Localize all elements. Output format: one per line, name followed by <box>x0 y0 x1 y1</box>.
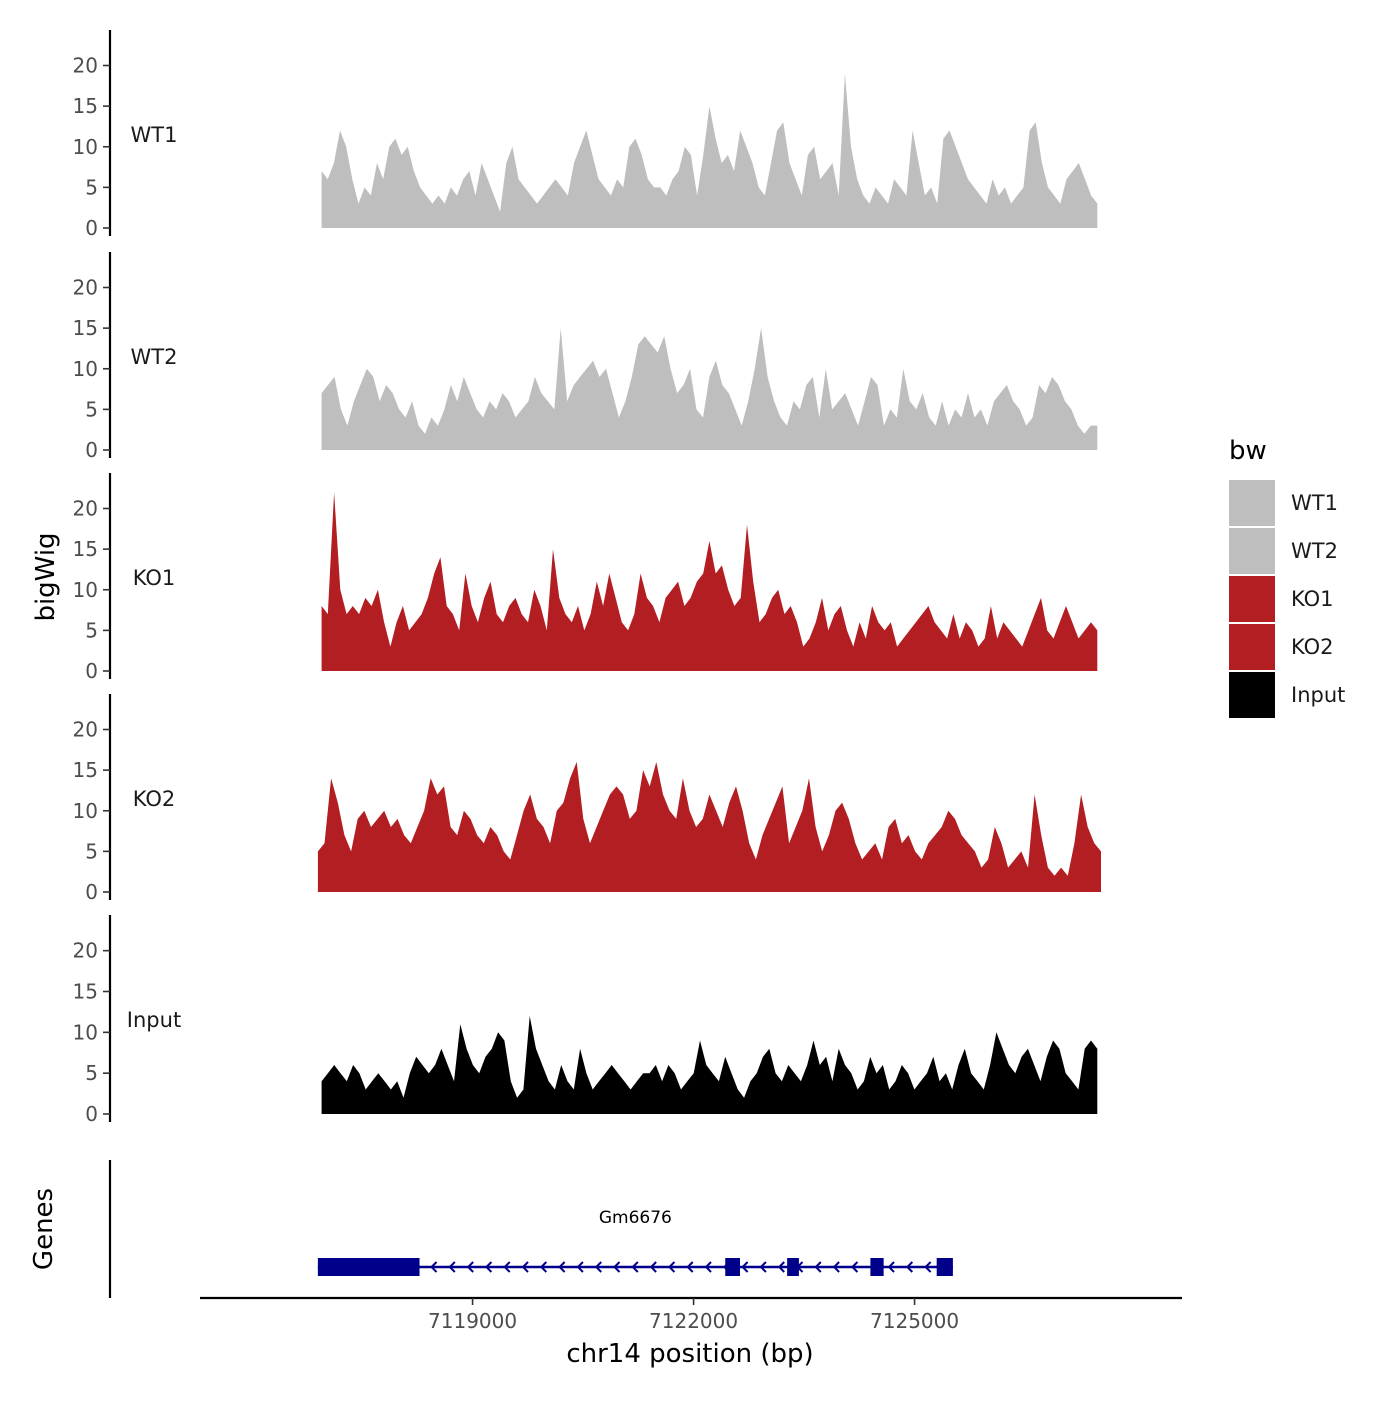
exon <box>725 1258 740 1276</box>
y-tick-label: 15 <box>73 94 98 118</box>
strand-arrow <box>814 1261 822 1273</box>
y-tick-label: 0 <box>85 216 98 240</box>
tracks-layer: 0 5 10 15 20 WT1 0 5 10 15 20 WT2 0 5 10 15 20 KO1 0 5 10 15 2… <box>73 30 1101 1126</box>
track-label-ko1: KO1 <box>133 566 176 590</box>
strand-arrow <box>430 1261 438 1273</box>
y-tick-label: 20 <box>73 276 98 300</box>
track-wt2: 0 5 10 15 20 WT2 <box>73 252 1098 462</box>
y-tick-label: 20 <box>73 54 98 78</box>
strand-arrow <box>558 1261 566 1273</box>
legend-label: KO2 <box>1291 635 1334 659</box>
y-tick-label: 5 <box>85 618 98 642</box>
y-tick-label: 5 <box>85 1061 98 1085</box>
exon <box>317 1258 420 1276</box>
strand-arrow <box>777 1261 785 1273</box>
strand-arrow <box>631 1261 639 1273</box>
track-ko2: 0 5 10 15 20 KO2 <box>73 694 1101 904</box>
track-input: 0 5 10 15 20 Input <box>73 915 1098 1126</box>
strand-arrow <box>521 1261 529 1273</box>
y-tick-label: 10 <box>73 578 98 602</box>
y-axis-title: bigWig <box>31 532 61 621</box>
gene-track: Genes Gm6676 <box>29 1160 953 1298</box>
y-tick-label: 10 <box>73 1020 98 1044</box>
exon <box>787 1258 799 1276</box>
area-ko1 <box>321 492 1098 671</box>
y-tick-label: 0 <box>85 659 98 683</box>
exon <box>870 1258 884 1276</box>
track-label-wt1: WT1 <box>131 123 178 147</box>
legend-swatch <box>1229 480 1275 526</box>
strand-arrow <box>668 1261 676 1273</box>
y-tick-label: 10 <box>73 135 98 159</box>
y-tick-label: 5 <box>85 397 98 421</box>
y-tick-label: 5 <box>85 839 98 863</box>
x-tick-label: 7119000 <box>428 1309 517 1333</box>
y-tick-label: 15 <box>73 537 98 561</box>
legend-label: WT2 <box>1291 539 1338 563</box>
strand-arrow <box>851 1261 859 1273</box>
strand-arrow <box>686 1261 694 1273</box>
strand-arrow <box>905 1261 914 1273</box>
y-tick-label: 10 <box>73 357 98 381</box>
y-tick-label: 5 <box>85 175 98 199</box>
strand-arrow <box>759 1261 767 1273</box>
y-tick-label: 0 <box>85 1102 98 1126</box>
area-wt2 <box>321 328 1098 450</box>
y-tick-label: 10 <box>73 799 98 823</box>
legend-swatch <box>1229 672 1275 718</box>
gene-name-label: Gm6676 <box>599 1208 672 1228</box>
x-axis: 7119000 7122000 7125000 <box>200 1296 1182 1333</box>
area-input <box>321 1016 1098 1114</box>
strand-arrow <box>649 1261 657 1273</box>
strand-arrow <box>576 1261 584 1273</box>
area-ko2 <box>317 762 1101 892</box>
legend: bw WT1 WT2 KO1 KO2 Input <box>1229 436 1345 718</box>
legend-label: KO1 <box>1291 587 1334 611</box>
track-label-wt2: WT2 <box>131 345 178 369</box>
x-tick-label: 7122000 <box>649 1309 738 1333</box>
legend-title: bw <box>1229 436 1267 466</box>
strand-arrow <box>613 1261 621 1273</box>
y-tick-label: 20 <box>73 497 98 521</box>
y-tick-label: 15 <box>73 316 98 340</box>
strand-arrow <box>741 1261 749 1273</box>
area-wt1 <box>321 73 1098 228</box>
strand-arrow <box>594 1261 602 1273</box>
track-label-ko2: KO2 <box>133 787 176 811</box>
x-axis-title: chr14 position (bp) <box>566 1339 813 1369</box>
strand-arrow <box>503 1261 511 1273</box>
exon <box>936 1258 953 1276</box>
strand-arrow <box>832 1261 840 1273</box>
legend-label: WT1 <box>1291 491 1338 515</box>
y-tick-label: 0 <box>85 438 98 462</box>
legend-label: Input <box>1291 683 1345 707</box>
strand-arrow <box>448 1261 456 1273</box>
y-tick-label: 15 <box>73 758 98 782</box>
legend-swatch <box>1229 576 1275 622</box>
y-tick-label: 15 <box>73 980 98 1004</box>
y-tick-label: 20 <box>73 718 98 742</box>
strand-arrow <box>539 1261 548 1273</box>
track-label-input: Input <box>127 1008 181 1032</box>
gene-track-title: Genes <box>29 1188 59 1270</box>
track-ko1: 0 5 10 15 20 KO1 <box>73 473 1098 683</box>
y-tick-label: 20 <box>73 939 98 963</box>
legend-swatch <box>1229 528 1275 574</box>
track-wt1: 0 5 10 15 20 WT1 <box>73 30 1098 240</box>
strand-arrow <box>704 1261 712 1273</box>
x-tick-label: 7125000 <box>870 1309 959 1333</box>
strand-arrow <box>924 1261 932 1273</box>
y-tick-label: 0 <box>85 880 98 904</box>
strand-arrow <box>466 1261 474 1273</box>
strand-arrow <box>485 1261 493 1273</box>
strand-arrow <box>887 1261 895 1273</box>
legend-swatch <box>1229 624 1275 670</box>
